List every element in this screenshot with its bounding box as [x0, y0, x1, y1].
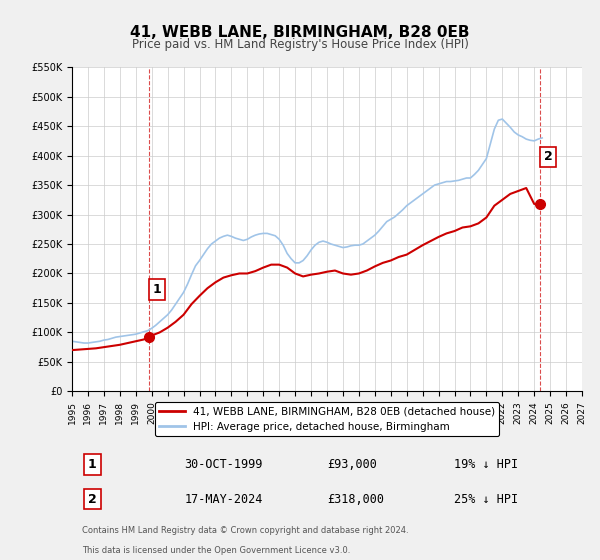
Legend: 41, WEBB LANE, BIRMINGHAM, B28 0EB (detached house), HPI: Average price, detache: 41, WEBB LANE, BIRMINGHAM, B28 0EB (deta… — [155, 403, 499, 436]
Text: £318,000: £318,000 — [327, 492, 384, 506]
Text: 25% ↓ HPI: 25% ↓ HPI — [455, 492, 518, 506]
Text: 2: 2 — [88, 492, 97, 506]
Text: 17-MAY-2024: 17-MAY-2024 — [184, 492, 263, 506]
Text: 2: 2 — [544, 150, 553, 164]
Text: 1: 1 — [152, 283, 161, 296]
Text: 1: 1 — [88, 458, 97, 471]
Text: Contains HM Land Registry data © Crown copyright and database right 2024.: Contains HM Land Registry data © Crown c… — [82, 526, 409, 535]
Text: 19% ↓ HPI: 19% ↓ HPI — [455, 458, 518, 471]
Text: 30-OCT-1999: 30-OCT-1999 — [184, 458, 263, 471]
Text: 41, WEBB LANE, BIRMINGHAM, B28 0EB: 41, WEBB LANE, BIRMINGHAM, B28 0EB — [130, 25, 470, 40]
Text: This data is licensed under the Open Government Licence v3.0.: This data is licensed under the Open Gov… — [82, 545, 350, 554]
Text: £93,000: £93,000 — [327, 458, 377, 471]
Text: Price paid vs. HM Land Registry's House Price Index (HPI): Price paid vs. HM Land Registry's House … — [131, 38, 469, 51]
